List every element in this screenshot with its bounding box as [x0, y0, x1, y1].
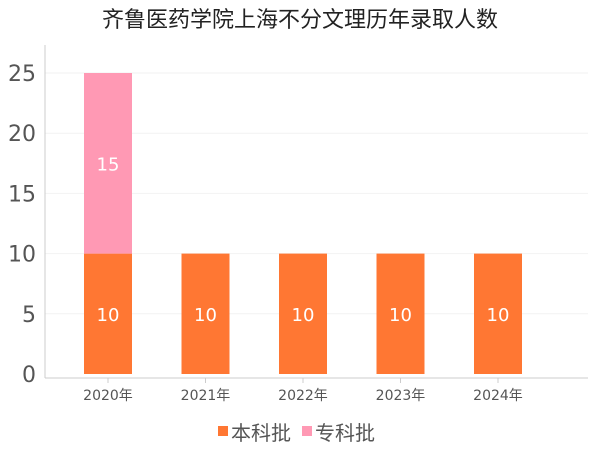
- bar-labels: 10 15 10 10 10 10: [97, 154, 510, 325]
- legend-swatch: [218, 426, 228, 436]
- y-tick-label: 15: [8, 182, 36, 207]
- bar-value-label: 15: [97, 154, 120, 175]
- y-tick-label: 10: [8, 243, 36, 268]
- x-tick-label: 2022年: [278, 388, 328, 404]
- x-tick-label: 2024年: [473, 388, 523, 404]
- y-tick-label: 5: [22, 303, 36, 328]
- x-tick-label: 2023年: [376, 388, 426, 404]
- bar-benke: [181, 253, 230, 374]
- x-tick-label: 2020年: [83, 388, 133, 404]
- legend-label: 专科批: [315, 421, 375, 445]
- bar-benke: [474, 253, 522, 374]
- legend-label: 本科批: [231, 421, 291, 445]
- bar-value-label: 10: [194, 305, 217, 326]
- bars: [84, 73, 522, 374]
- bar-zhuanke: [84, 73, 132, 254]
- axes: 0 5 10 15 20 25 2020年 2021年 2022年 2023年 2024年: [8, 45, 588, 404]
- bar-value-label: 10: [292, 305, 315, 326]
- y-tick-label: 25: [8, 62, 36, 87]
- y-tick-label: 20: [8, 122, 36, 147]
- bar-benke: [279, 253, 327, 374]
- y-tick-label: 0: [22, 363, 36, 388]
- bar-value-label: 10: [487, 305, 510, 326]
- x-tick-label: 2021年: [181, 388, 231, 404]
- bar-value-label: 10: [97, 305, 120, 326]
- legend-swatch: [302, 426, 312, 436]
- chart-title: 齐鲁医药学院上海不分文理历年录取人数: [102, 8, 498, 33]
- bar-benke: [376, 253, 425, 374]
- bar-value-label: 10: [389, 305, 412, 326]
- legend: 本科批 专科批: [218, 421, 375, 445]
- bar-benke: [84, 253, 132, 374]
